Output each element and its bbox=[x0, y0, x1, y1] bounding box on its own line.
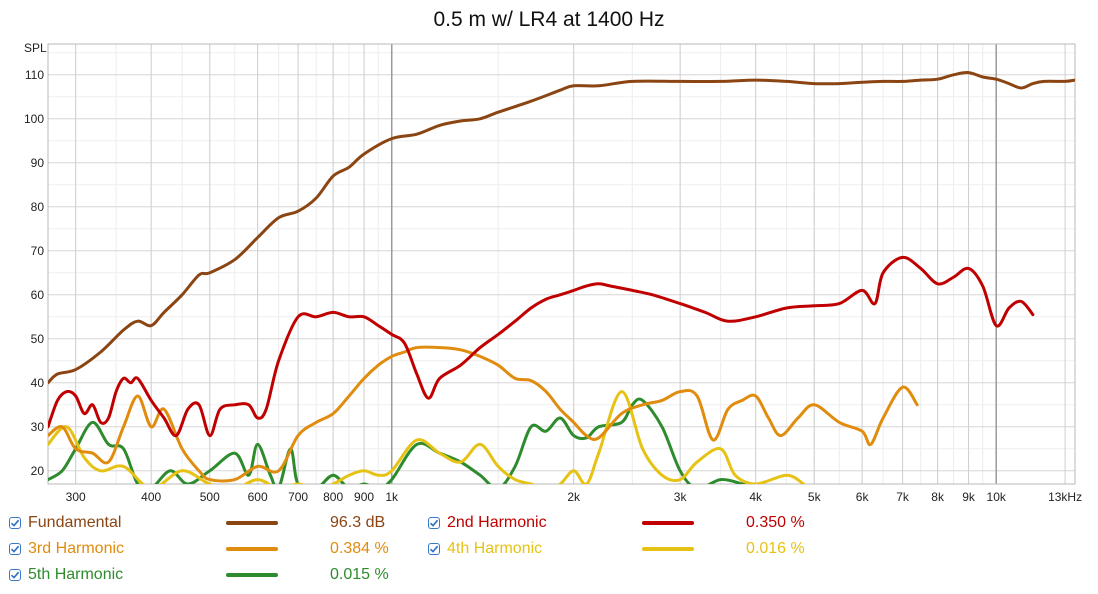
series-line-fundamental bbox=[48, 71, 1075, 385]
chart-title: 0.5 m w/ LR4 at 1400 Hz bbox=[433, 8, 665, 31]
legend-value: 96.3 dB bbox=[330, 514, 386, 531]
legend-value: 0.350 % bbox=[746, 514, 805, 531]
checkmark-icon bbox=[429, 545, 439, 553]
legend-item-4th-harmonic[interactable]: 4th Harmonic bbox=[428, 539, 542, 559]
x-tick-label: 6k bbox=[856, 490, 870, 504]
legend-label: Fundamental bbox=[28, 514, 122, 531]
x-tick-label: 800 bbox=[323, 490, 343, 504]
y-tick-label: 80 bbox=[31, 200, 45, 214]
legend-value: 0.015 % bbox=[330, 566, 389, 583]
legend-swatch bbox=[226, 547, 278, 551]
legend-checkbox-5th-harmonic[interactable] bbox=[9, 569, 21, 581]
y-tick-label: 30 bbox=[31, 420, 45, 434]
checkmark-icon bbox=[10, 571, 20, 579]
x-tick-label: 900 bbox=[354, 490, 374, 504]
series-line-4th-harmonic bbox=[48, 390, 805, 484]
y-tick-label: 20 bbox=[31, 464, 45, 478]
y-tick-label: 100 bbox=[24, 112, 44, 126]
checkmark-icon bbox=[10, 519, 20, 527]
series-line-3rd-harmonic bbox=[48, 345, 919, 483]
axis-labels: SPL 300 400 500 600 700 800 900 1k 2k 3k 4k 5k 6k 7k 8… bbox=[24, 41, 1082, 504]
x-tick-label: 300 bbox=[66, 490, 86, 504]
legend-swatch bbox=[226, 573, 278, 577]
series-line-2nd-harmonic bbox=[48, 255, 1035, 438]
legend-value: 0.384 % bbox=[330, 540, 389, 557]
y-tick-label: 110 bbox=[25, 68, 44, 82]
checkmark-icon bbox=[10, 545, 20, 553]
x-tick-label: 8k bbox=[931, 490, 945, 504]
y-tick-label: 60 bbox=[31, 288, 45, 302]
x-tick-label: 700 bbox=[288, 490, 308, 504]
x-tick-label: 5k bbox=[808, 490, 822, 504]
legend-item-2nd-harmonic[interactable]: 2nd Harmonic bbox=[428, 513, 547, 533]
legend-swatch bbox=[642, 521, 694, 525]
checkmark-icon bbox=[429, 519, 439, 527]
y-tick-label: 70 bbox=[31, 244, 45, 258]
x-tick-label: 400 bbox=[141, 490, 161, 504]
x-tick-label: 1k bbox=[385, 490, 399, 504]
legend-swatch bbox=[642, 547, 694, 551]
legend-label: 4th Harmonic bbox=[447, 540, 543, 557]
legend-label: 2nd Harmonic bbox=[447, 514, 547, 531]
legend-checkbox-3rd-harmonic[interactable] bbox=[9, 543, 21, 555]
y-tick-label: 40 bbox=[31, 376, 45, 390]
legend-value: 0.016 % bbox=[746, 540, 805, 557]
x-tick-label: 600 bbox=[248, 490, 268, 504]
x-tick-label: 9k bbox=[962, 490, 976, 504]
x-tick-label: 4k bbox=[749, 490, 763, 504]
legend-swatch bbox=[226, 521, 278, 525]
x-tick-label: 13kHz bbox=[1048, 490, 1082, 504]
legend-checkbox-4th-harmonic[interactable] bbox=[428, 543, 440, 555]
legend-item-3rd-harmonic[interactable]: 3rd Harmonic bbox=[9, 539, 124, 559]
y-tick-label: 50 bbox=[31, 332, 45, 346]
legend-item-5th-harmonic[interactable]: 5th Harmonic bbox=[9, 565, 123, 585]
grid bbox=[48, 44, 1075, 484]
x-tick-label: 2k bbox=[567, 490, 581, 504]
x-tick-label: 500 bbox=[200, 490, 220, 504]
y-tick-label: 90 bbox=[31, 156, 45, 170]
x-tick-label: 3k bbox=[674, 490, 688, 504]
series-line-5th-harmonic bbox=[48, 397, 748, 484]
y-axis-label: SPL bbox=[24, 41, 47, 55]
legend-label: 3rd Harmonic bbox=[28, 540, 125, 557]
x-tick-label: 10k bbox=[987, 490, 1007, 504]
x-tick-label: 7k bbox=[896, 490, 910, 504]
legend-label: 5th Harmonic bbox=[28, 566, 124, 583]
series bbox=[48, 71, 1075, 484]
legend-checkbox-fundamental[interactable] bbox=[9, 517, 21, 529]
legend-checkbox-2nd-harmonic[interactable] bbox=[428, 517, 440, 529]
legend-item-fundamental[interactable]: Fundamental bbox=[9, 513, 121, 533]
